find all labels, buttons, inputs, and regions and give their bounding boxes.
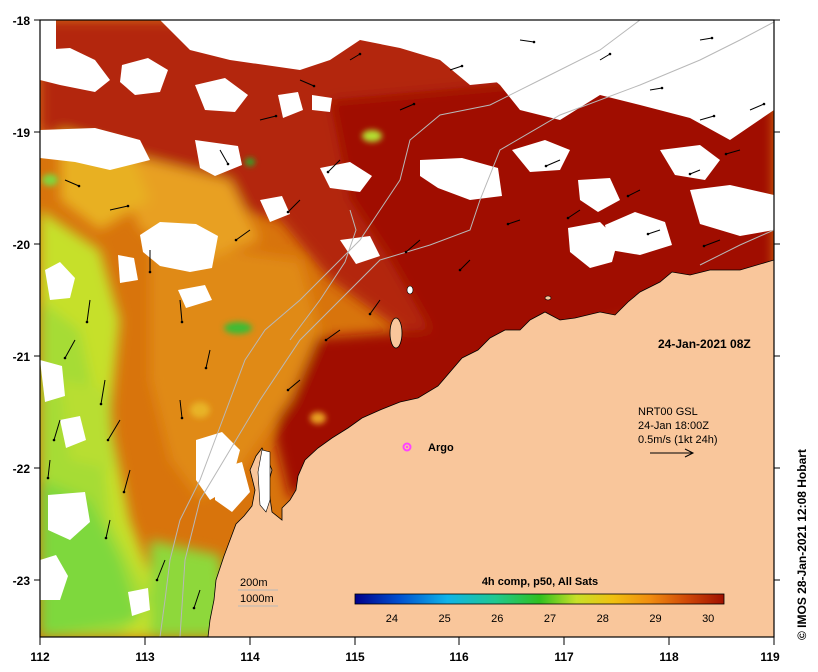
colorbar-tick-label: 24 [386, 613, 398, 625]
lon-label: 112 [30, 650, 50, 664]
lon-label: 117 [554, 650, 574, 664]
lat-label: -20 [13, 238, 31, 252]
colorbar-tick-label: 26 [491, 613, 503, 625]
argo-float-marker[interactable] [402, 442, 412, 452]
current-legend-line1: NRT00 GSL [638, 406, 698, 418]
island [544, 295, 552, 301]
lon-label: 113 [135, 650, 155, 664]
lon-label: 116 [449, 650, 469, 664]
longitude-labels: 112 113 114 115 116 117 118 119 [30, 650, 780, 664]
lon-label: 118 [659, 650, 679, 664]
colorbar-tick-label: 29 [649, 613, 661, 625]
reference-arrow-head-icon [684, 448, 695, 458]
map-date-label: 24-Jan-2021 08Z [658, 337, 751, 351]
lat-label: -19 [13, 126, 31, 140]
isobath-label-1000m: 1000m [240, 593, 274, 605]
colorbar-tick-label: 25 [438, 613, 450, 625]
latitude-labels: -18 -19 -20 -21 -22 -23 [13, 14, 31, 588]
island [257, 449, 271, 513]
colorbar-tick-label: 30 [702, 613, 714, 625]
cloud-mask [40, 20, 774, 616]
isobath-lines [159, 20, 774, 637]
island [389, 317, 403, 349]
argo-float-center [405, 445, 409, 449]
colorbar-title: 4h comp, p50, All Sats [482, 576, 598, 588]
lat-label: -23 [13, 574, 31, 588]
colorbar-ticks: 24 25 26 27 28 29 30 [386, 613, 715, 625]
argo-label: Argo [428, 442, 454, 454]
colorbar-tick-label: 27 [544, 613, 556, 625]
lat-label: -21 [13, 350, 31, 364]
lon-label: 119 [760, 650, 780, 664]
lon-label: 114 [240, 650, 260, 664]
lat-label: -18 [13, 14, 31, 28]
island [406, 285, 414, 295]
colorbar [354, 593, 725, 605]
current-legend-line3: 0.5m/s (1kt 24h) [638, 434, 717, 446]
map-frame [39, 19, 775, 638]
current-legend-line2: 24-Jan 18:00Z [638, 420, 709, 432]
lat-label: -22 [13, 462, 31, 476]
australia-coastline [207, 259, 774, 637]
lon-label: 115 [345, 650, 365, 664]
isobath-label-200m: 200m [240, 577, 268, 589]
axis-tick-marks [34, 19, 780, 645]
current-vectors [47, 37, 765, 609]
colorbar-tick-label: 28 [597, 613, 609, 625]
map-field: 24-Jan-2021 08Z NRT00 GSL 24-Jan 18:00Z … [40, 20, 774, 637]
imos-credit: © IMOS 28-Jan-2021 12:08 Hobart [795, 449, 809, 640]
current-arrowheads [46, 36, 766, 610]
